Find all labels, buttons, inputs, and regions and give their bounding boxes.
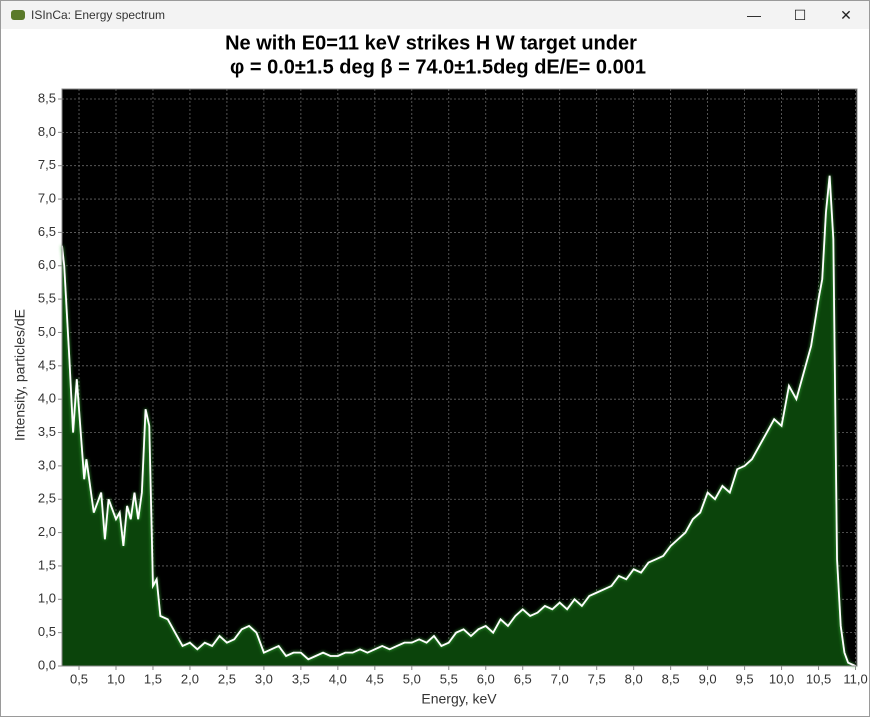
- x-tick-label: 5,0: [403, 671, 421, 686]
- x-axis-label: Energy, keV: [421, 691, 497, 707]
- maximize-button[interactable]: ☐: [793, 6, 807, 23]
- y-tick-label: 7,0: [38, 191, 56, 206]
- y-tick-label: 2,0: [38, 524, 56, 539]
- spectrum-line: [61, 175, 856, 667]
- x-tick-label: 4,5: [366, 671, 384, 686]
- x-tick-label: 2,5: [218, 671, 236, 686]
- y-tick-label: 4,5: [38, 357, 56, 372]
- x-tick-label: 3,5: [292, 671, 310, 686]
- y-tick-label: 8,5: [38, 90, 56, 105]
- plot-frame: [61, 88, 858, 667]
- chart: Ne with E0=11 keV strikes H W target und…: [12, 32, 868, 707]
- y-axis-label: Intensity, particles/dE: [12, 309, 28, 441]
- x-tick-label: 7,0: [551, 671, 569, 686]
- y-tick-label: 1,5: [38, 557, 56, 572]
- x-tick-label: 10,0: [769, 671, 794, 686]
- y-tick-label: 0,5: [38, 624, 56, 639]
- y-tick-label: 8,0: [38, 124, 56, 139]
- x-tick-label: 7,5: [588, 671, 606, 686]
- x-tick-label: 5,5: [440, 671, 458, 686]
- app-icon: [11, 10, 25, 20]
- x-tick-label: 9,5: [736, 671, 754, 686]
- x-tick-label: 6,5: [514, 671, 532, 686]
- x-tick-label: 1,5: [144, 671, 162, 686]
- y-tick-label: 7,5: [38, 157, 56, 172]
- y-tick-label: 3,5: [38, 424, 56, 439]
- y-tick-label: 6,5: [38, 224, 56, 239]
- x-tick-label: 4,0: [329, 671, 347, 686]
- close-button[interactable]: ✕: [840, 6, 852, 23]
- x-tick-label: 1,0: [107, 671, 125, 686]
- x-tick-label: 2,0: [181, 671, 199, 686]
- y-tick-label: 5,0: [38, 324, 56, 339]
- y-tick-label: 6,0: [38, 257, 56, 272]
- x-tick-label: 9,0: [699, 671, 717, 686]
- x-tick-label: 8,5: [662, 671, 680, 686]
- x-tick-label: 0,5: [70, 671, 88, 686]
- window-title: ISInCa: Energy spectrum: [31, 8, 166, 22]
- chart-title: Ne with E0=11 keV strikes H W target und…: [225, 32, 637, 54]
- x-tick-label: 3,0: [255, 671, 273, 686]
- x-tick-label: 6,0: [477, 671, 495, 686]
- title-bar: ISInCa: Energy spectrum — ☐ ✕: [1, 1, 869, 29]
- chart-subtitle: φ = 0.0±1.5 deg β = 74.0±1.5deg dE/E= 0.…: [230, 56, 646, 78]
- y-tick-label: 5,5: [38, 291, 56, 306]
- y-tick-label: 2,5: [38, 491, 56, 506]
- area-fill: [62, 175, 856, 666]
- x-tick-label: 11,0: [843, 671, 867, 686]
- y-tick-label: 4,0: [38, 391, 56, 406]
- y-tick-label: 0,0: [38, 657, 56, 672]
- y-tick-label: 3,0: [38, 457, 56, 472]
- x-tick-label: 8,0: [625, 671, 643, 686]
- y-tick-label: 1,0: [38, 591, 56, 606]
- x-tick-label: 10,5: [806, 671, 831, 686]
- minimize-button[interactable]: —: [747, 7, 761, 23]
